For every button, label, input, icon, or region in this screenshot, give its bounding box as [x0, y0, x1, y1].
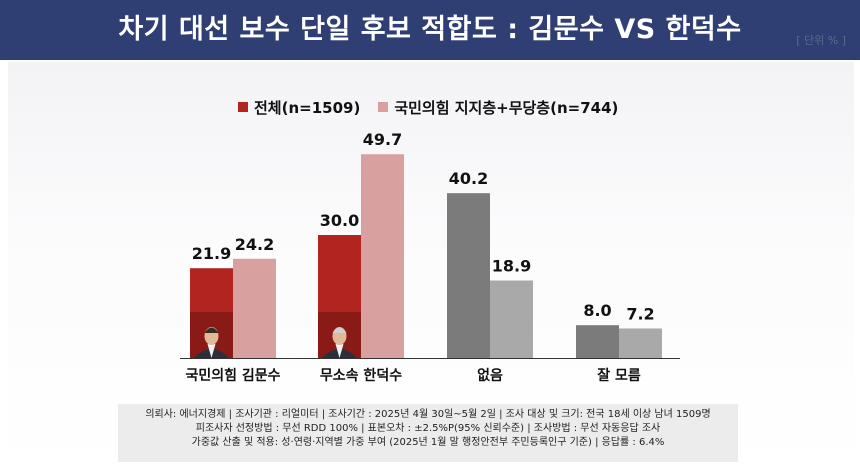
- candidate-photo-han: [318, 312, 361, 358]
- bar-2-0: [447, 193, 490, 358]
- bar-0-1: [233, 258, 276, 358]
- unit-label: [ 단위 % ]: [796, 34, 846, 47]
- legend-item-ppp-independent: 국민의힘 지지층+무당층(n=744): [378, 97, 618, 118]
- data-label-1-0: 30.0: [320, 211, 359, 230]
- data-label-0-1: 24.2: [235, 235, 274, 254]
- title-banner: [0, 0, 860, 60]
- candidate-photo-kim: [190, 312, 233, 358]
- chart-title: 차기 대선 보수 단일 후보 적합도 : 김문수 VS 한덕수: [118, 14, 742, 45]
- legend-label-ppp-independent: 국민의힘 지지층+무당층(n=744): [394, 98, 619, 117]
- footer-line-3: 가중값 산출 및 적용: 성·연령·지역별 가중 부여 (2025년 1월 말 …: [191, 437, 665, 448]
- legend: 전체(n=1509) 국민의힘 지지층+무당층(n=744): [238, 96, 618, 118]
- bar-2-1: [490, 280, 533, 358]
- data-label-3-0: 8.0: [583, 301, 611, 320]
- category-label-1: 무소속 한덕수: [320, 367, 402, 384]
- legend-item-total: 전체(n=1509): [238, 97, 360, 118]
- category-label-2: 없음: [477, 368, 503, 384]
- bar-1-1: [361, 154, 404, 358]
- footer-line-2: 피조사자 선정방법 : 무선 RDD 100% | 표본오차 : ±2.5%P(…: [195, 423, 661, 434]
- bar-3-0: [576, 325, 619, 358]
- bar-3-1: [619, 328, 662, 358]
- data-label-3-1: 7.2: [626, 304, 654, 323]
- category-label-0: 국민의힘 김문수: [185, 367, 280, 384]
- legend-label-total: 전체(n=1509): [254, 98, 361, 117]
- legend-swatch-total: [238, 102, 248, 112]
- footer-line-1: 의뢰사: 에너지경제 | 조사기관 : 리얼미터 | 조사기간 : 2025년 …: [145, 409, 711, 420]
- data-label-2-1: 18.9: [492, 257, 531, 276]
- category-label-3: 잘 모름: [597, 368, 641, 384]
- legend-swatch-ppp-independent: [378, 102, 389, 112]
- chart-panel: [8, 62, 854, 470]
- survey-footer: 의뢰사: 에너지경제 | 조사기관 : 리얼미터 | 조사기간 : 2025년 …: [118, 404, 738, 462]
- data-label-0-0: 21.9: [192, 244, 231, 263]
- data-label-2-0: 40.2: [449, 169, 488, 188]
- data-label-1-1: 49.7: [363, 130, 402, 149]
